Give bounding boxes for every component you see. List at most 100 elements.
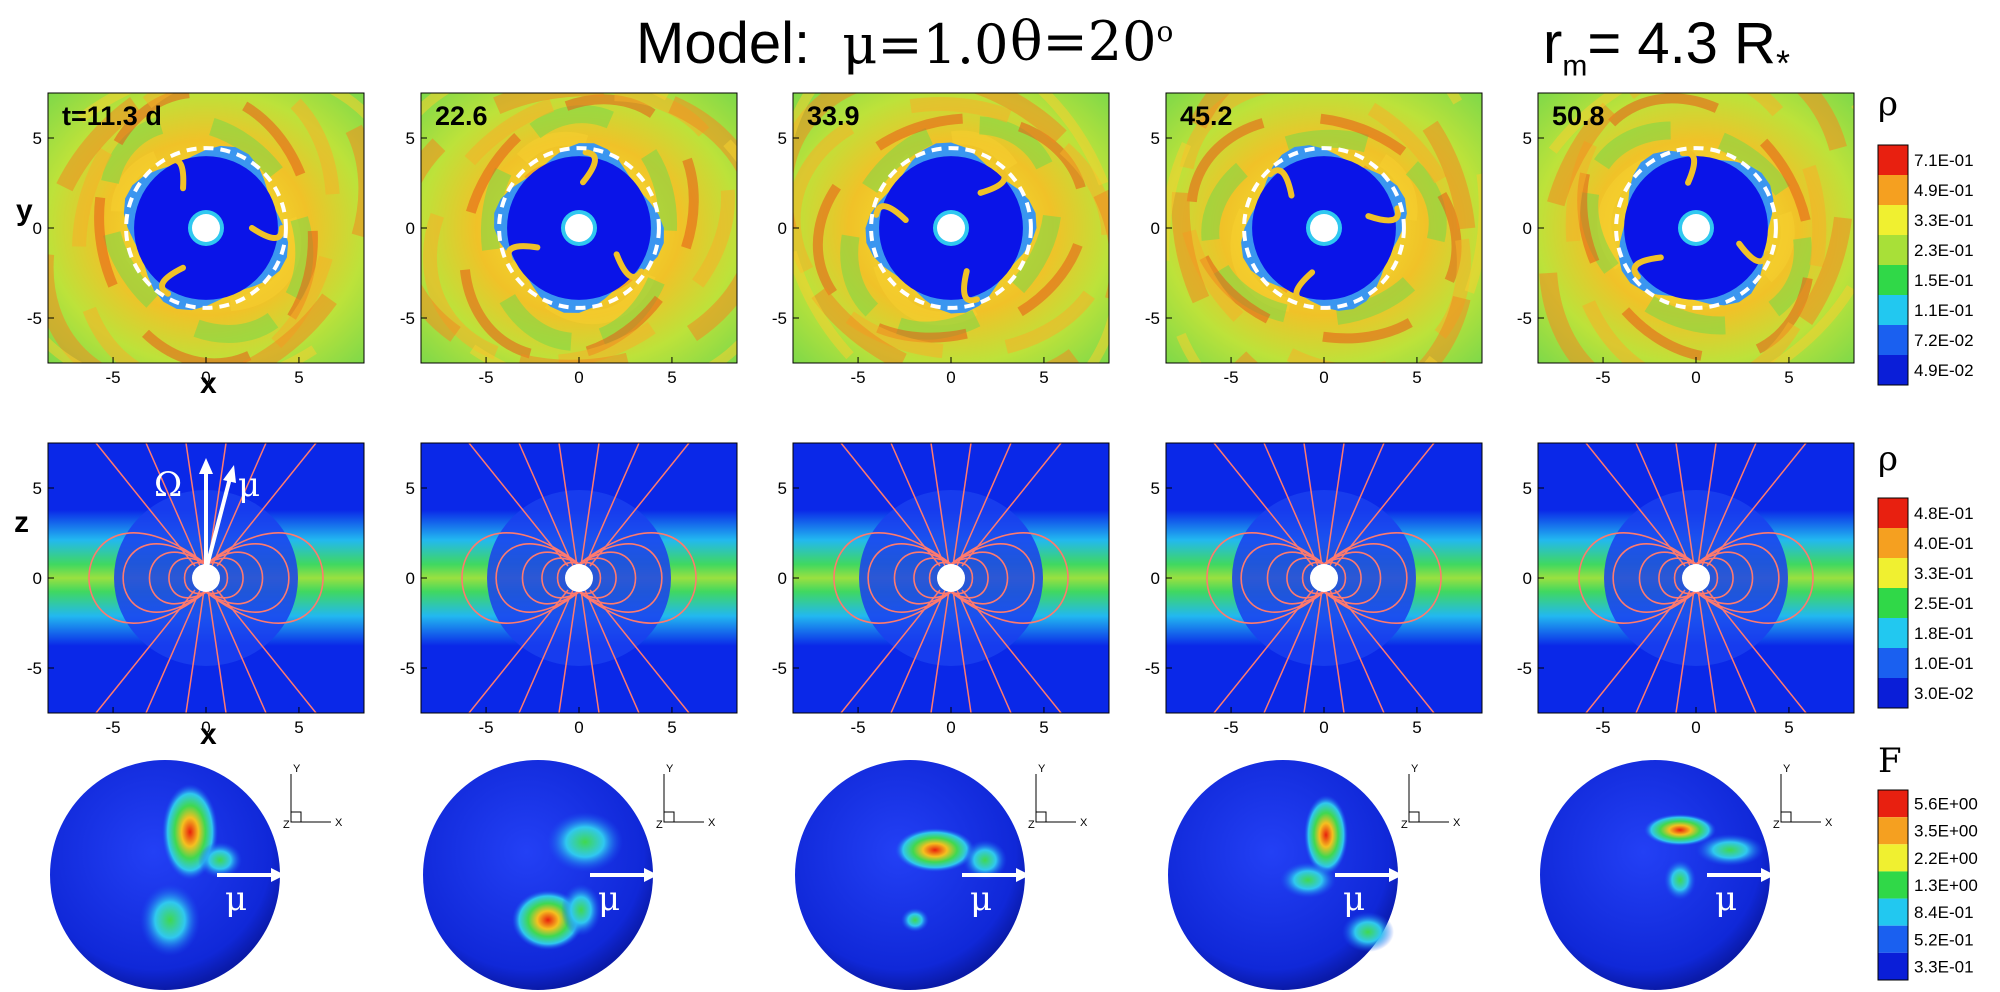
field-lines: [1578, 443, 1814, 713]
triad-z-label: Z: [1401, 819, 1408, 831]
accretion-tongue: [580, 149, 598, 186]
open-field-line: [1334, 443, 1435, 567]
x-tick-label: 5: [667, 718, 676, 737]
field-line: [1323, 557, 1362, 599]
y-tick-label: 0: [778, 569, 787, 588]
colorbar-segment: [1878, 871, 1908, 899]
y-tick-label: 0: [1151, 219, 1160, 238]
mu-label: μ: [1715, 879, 1737, 919]
open-field-line: [211, 443, 267, 567]
x-tick-label: -5: [1223, 718, 1238, 737]
y-tick-label: -5: [400, 309, 415, 328]
colorbar-segment: [1878, 790, 1908, 818]
accretion-hotspot: [198, 842, 242, 878]
y-tick-label: -5: [400, 659, 415, 678]
field-line: [1638, 551, 1697, 605]
colorbar-label: 2.5E-01: [1914, 594, 1974, 613]
title-mu-value: μ=1.0: [842, 13, 1009, 76]
density-swirl: [1171, 93, 1477, 363]
mu-label: μ: [970, 879, 992, 919]
x-tick-label: -5: [1223, 368, 1238, 387]
accretion-hotspot: [140, 884, 200, 956]
magnetospheric-radius-circle: [1614, 146, 1778, 310]
y-tick-label: 5: [406, 479, 415, 498]
y-tick-label: 5: [1523, 479, 1532, 498]
colorbar-segment: [1878, 498, 1908, 528]
x-tick-label: 5: [294, 368, 303, 387]
field-line: [1578, 532, 1697, 624]
colorbar-label: 4.8E-01: [1914, 504, 1974, 523]
xy-density-panel: 33.9 -5 -5 0 0 5 5: [772, 92, 1110, 387]
magnetospheric-radius-circle: [869, 146, 1033, 310]
open-field-line: [1701, 589, 1757, 713]
mu-arrow: [204, 477, 232, 571]
xz-density-panel: -5 -5 0 0 5 5: [1145, 442, 1483, 737]
magnetospheric-radius-circle: [124, 146, 288, 310]
axis-triad: Y Z X: [1028, 763, 1088, 831]
mu-label: μ: [1343, 879, 1365, 919]
colorbar-segment: [1878, 175, 1908, 205]
accretion-hotspot: [547, 812, 623, 872]
open-field-line: [930, 443, 950, 567]
title-model-label: Model:: [636, 11, 811, 76]
colorbar-segment: [1878, 925, 1908, 953]
field-line: [205, 557, 244, 599]
accretion-tongue: [977, 166, 1008, 196]
x-tick-label: 0: [574, 368, 583, 387]
field-line: [205, 543, 290, 613]
star: [565, 214, 593, 242]
open-field-line: [1635, 443, 1691, 567]
xz-density-panel: -5 -5 0 0 5 5: [1517, 442, 1855, 737]
colorbar-segment: [1878, 145, 1908, 175]
accretion-tongue: [873, 203, 909, 224]
title-theta-degree: o: [1156, 15, 1174, 48]
x-tick-label: -5: [478, 368, 493, 387]
colorbar-label: 1.3E+00: [1914, 876, 1978, 895]
density-swirl: [422, 93, 736, 363]
field-lines: [461, 443, 697, 713]
colorbar-label: 1.1E-01: [1914, 301, 1974, 320]
accretion-tongue: [1631, 254, 1664, 280]
field-line: [1323, 551, 1382, 605]
accretion-hotspot: [1304, 795, 1348, 875]
x-tick-label: 5: [294, 718, 303, 737]
xy-density-panel: 45.2 -5 -5 0 0 5 5: [1145, 92, 1483, 387]
field-line: [1695, 557, 1734, 599]
x-tick-label: -5: [105, 368, 120, 387]
row2-x-axis-label: x: [200, 718, 217, 751]
open-field-line: [589, 589, 690, 713]
field-line: [1695, 532, 1814, 624]
x-tick-label: 5: [667, 368, 676, 387]
colorbar-segment: [1878, 235, 1908, 265]
field-line: [1323, 532, 1442, 624]
y-tick-label: 5: [778, 479, 787, 498]
row3-panels: μ Y Z Xμ Y Z Xμ Y Z Xμ Y Z Xμ Y Z X: [50, 760, 1833, 990]
title-theta: θ=20o: [1010, 10, 1270, 80]
density-swirl: [1580, 121, 1812, 335]
open-field-line: [1675, 589, 1695, 713]
y-tick-label: 5: [1523, 129, 1532, 148]
xy-density-panel: 50.8 -5 -5 0 0 5 5: [1517, 92, 1855, 387]
triad-x-label: X: [335, 817, 343, 829]
open-field-line: [1706, 589, 1807, 713]
time-label: t=11.3 d: [62, 101, 162, 131]
colorbar-segment: [1878, 952, 1908, 980]
x-tick-label: 0: [1691, 368, 1700, 387]
open-field-line: [961, 589, 1062, 713]
triad-z-label: Z: [1028, 819, 1035, 831]
x-tick-label: 5: [1412, 368, 1421, 387]
colorbar-segment: [1878, 325, 1908, 355]
title-rm-value: = 4.3 R: [1587, 11, 1776, 76]
accretion-tongue: [1679, 149, 1698, 186]
star: [192, 214, 220, 242]
field-line: [913, 557, 952, 599]
colorbar-label: 8.4E-01: [1914, 903, 1974, 922]
density-swirl: [94, 93, 318, 363]
field-line: [148, 551, 207, 605]
open-field-line: [890, 443, 946, 567]
colorbar: ρ 7.1E-01 4.9E-01 3.3E-01 2.3E-01 1.5E-01 1.1E…: [1877, 84, 1974, 386]
field-line: [1266, 551, 1325, 605]
accretion-hotspot: [895, 828, 975, 872]
